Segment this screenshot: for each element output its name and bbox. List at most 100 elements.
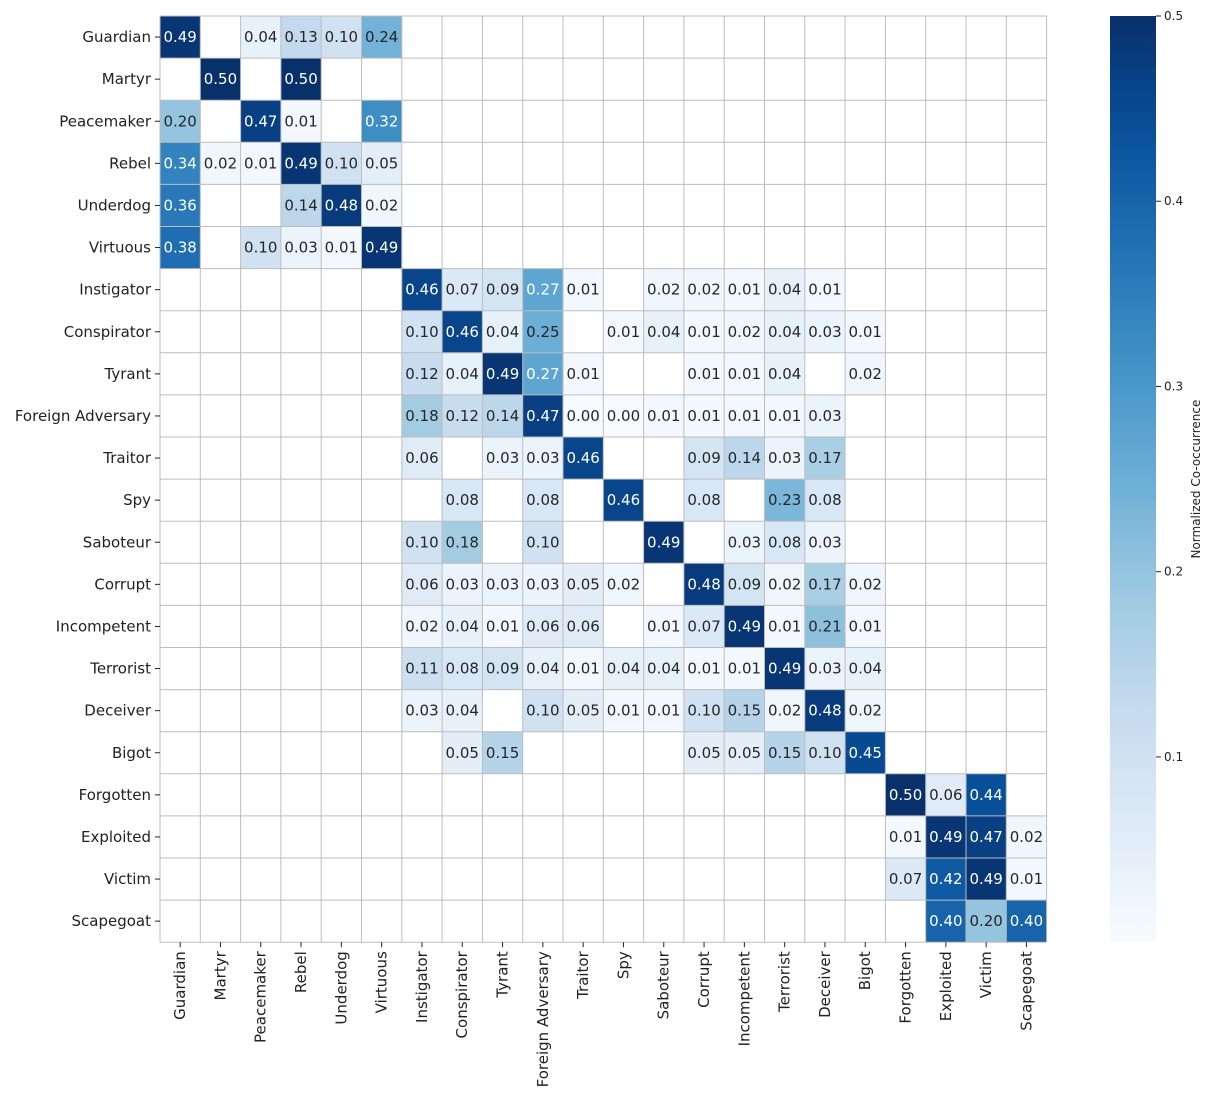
cell-value-label: 0.03	[808, 660, 841, 678]
heatmap-cell	[563, 689, 604, 732]
cell-value-label: 0.13	[284, 28, 317, 46]
cell-value-label: 0.02	[849, 702, 882, 720]
cell-value-label: 0.06	[405, 575, 438, 593]
cell-value-label: 0.09	[486, 281, 519, 299]
heatmap-cell	[563, 437, 604, 480]
heatmap-cell	[683, 689, 725, 732]
cell-value-label: 0.10	[244, 239, 277, 257]
heatmap-cell	[925, 773, 966, 816]
heatmap-cell	[764, 521, 805, 564]
cell-value-label: 0.03	[728, 533, 761, 551]
cell-value-label: 0.09	[728, 575, 761, 593]
cell-value-label: 0.04	[486, 323, 519, 341]
heatmap-cell	[563, 394, 604, 437]
cell-value-label: 0.23	[768, 491, 801, 509]
heatmap-cell	[442, 731, 483, 774]
heatmap-cell	[643, 268, 684, 311]
heatmap-cell	[603, 479, 644, 522]
heatmap-cell	[643, 310, 684, 353]
x-tick-label: Traitor	[574, 950, 592, 1000]
cell-value-label: 0.46	[566, 449, 599, 467]
heatmap-cell	[804, 394, 846, 437]
cell-value-label: 0.02	[647, 281, 680, 299]
heatmap-cell	[845, 731, 886, 774]
x-tick-label: Incompetent	[735, 951, 753, 1046]
x-tick-labels: Guardian Martyr Peacemaker Rebel Underdog Vir…	[171, 942, 1035, 1087]
heatmap-cell	[522, 437, 563, 480]
heatmap-cell	[482, 437, 523, 480]
heatmap-cell	[442, 605, 483, 648]
heatmap-cell	[724, 268, 765, 311]
cell-value-label: 0.01	[687, 323, 720, 341]
heatmap-cell	[482, 310, 523, 353]
cell-value-label: 0.04	[768, 323, 801, 341]
heatmap-cell	[643, 647, 684, 690]
heatmap-cell	[764, 647, 805, 690]
y-tick-label: Traitor	[102, 449, 152, 467]
cell-value-label: 0.02	[405, 617, 438, 635]
heatmap-cell	[361, 16, 402, 59]
heatmap-cell	[321, 226, 362, 269]
heatmap-grid	[159, 15, 1048, 943]
cell-value-label: 0.02	[1010, 828, 1043, 846]
heatmap-cell	[683, 352, 725, 395]
cell-value-label: 0.48	[325, 196, 358, 214]
heatmap-cell	[361, 142, 402, 185]
y-tick-label: Tyrant	[104, 365, 152, 383]
heatmap-cell	[603, 310, 644, 353]
x-tick-label: Guardian	[171, 951, 189, 1020]
cell-value-label: 0.07	[889, 870, 922, 888]
heatmap-cell	[482, 731, 523, 774]
heatmap-cell	[240, 100, 281, 143]
cell-value-label: 0.10	[325, 154, 358, 172]
cell-value-label: 0.08	[526, 491, 559, 509]
cell-value-label: 0.02	[728, 323, 761, 341]
cell-value-label: 0.03	[405, 702, 438, 720]
heatmap-cell	[683, 394, 725, 437]
heatmap-cell	[603, 689, 644, 732]
cell-value-label: 0.02	[849, 575, 882, 593]
cell-value-label: 0.04	[446, 617, 479, 635]
y-tick-label: Exploited	[81, 828, 151, 846]
heatmap-cell	[401, 394, 443, 437]
heatmap-cell	[683, 605, 725, 648]
x-tick-label: Saboteur	[655, 950, 673, 1019]
heatmap-cell	[683, 731, 725, 774]
heatmap-cell	[724, 689, 765, 732]
heatmap-cell	[724, 563, 765, 606]
heatmap-cell	[280, 58, 322, 101]
cell-value-label: 0.50	[284, 70, 317, 88]
cell-value-label: 0.01	[607, 702, 640, 720]
cell-value-label: 0.02	[365, 196, 398, 214]
cell-value-label: 0.49	[647, 533, 680, 551]
heatmap-cell	[724, 437, 765, 480]
heatmap-cell	[442, 479, 483, 522]
x-tick-label: Rebel	[292, 951, 310, 993]
cell-value-label: 0.04	[446, 365, 479, 383]
heatmap-cell	[522, 563, 563, 606]
cell-value-label: 0.01	[728, 660, 761, 678]
cell-value-label: 0.02	[687, 281, 720, 299]
cell-value-label: 0.03	[768, 449, 801, 467]
cell-value-label: 0.18	[405, 407, 438, 425]
cell-value-label: 0.01	[849, 323, 882, 341]
heatmap-cell	[603, 394, 644, 437]
heatmap-cell	[966, 815, 1007, 858]
heatmap-cell	[442, 521, 483, 564]
cell-value-label: 0.47	[969, 828, 1002, 846]
y-tick-label: Virtuous	[89, 239, 151, 257]
heatmap-cell	[482, 268, 523, 311]
cell-value-label: 0.49	[163, 28, 196, 46]
heatmap-cell	[804, 605, 846, 648]
cell-value-label: 0.32	[365, 112, 398, 130]
cell-value-label: 0.01	[687, 660, 720, 678]
heatmap-cell	[643, 521, 684, 564]
cell-value-label: 0.38	[163, 239, 196, 257]
heatmap-cell	[724, 394, 765, 437]
heatmap-cell	[683, 437, 725, 480]
heatmap-cell	[522, 647, 563, 690]
heatmap-cell	[966, 858, 1007, 901]
heatmap-cell	[724, 731, 765, 774]
x-tick-label: Tyrant	[494, 951, 512, 999]
